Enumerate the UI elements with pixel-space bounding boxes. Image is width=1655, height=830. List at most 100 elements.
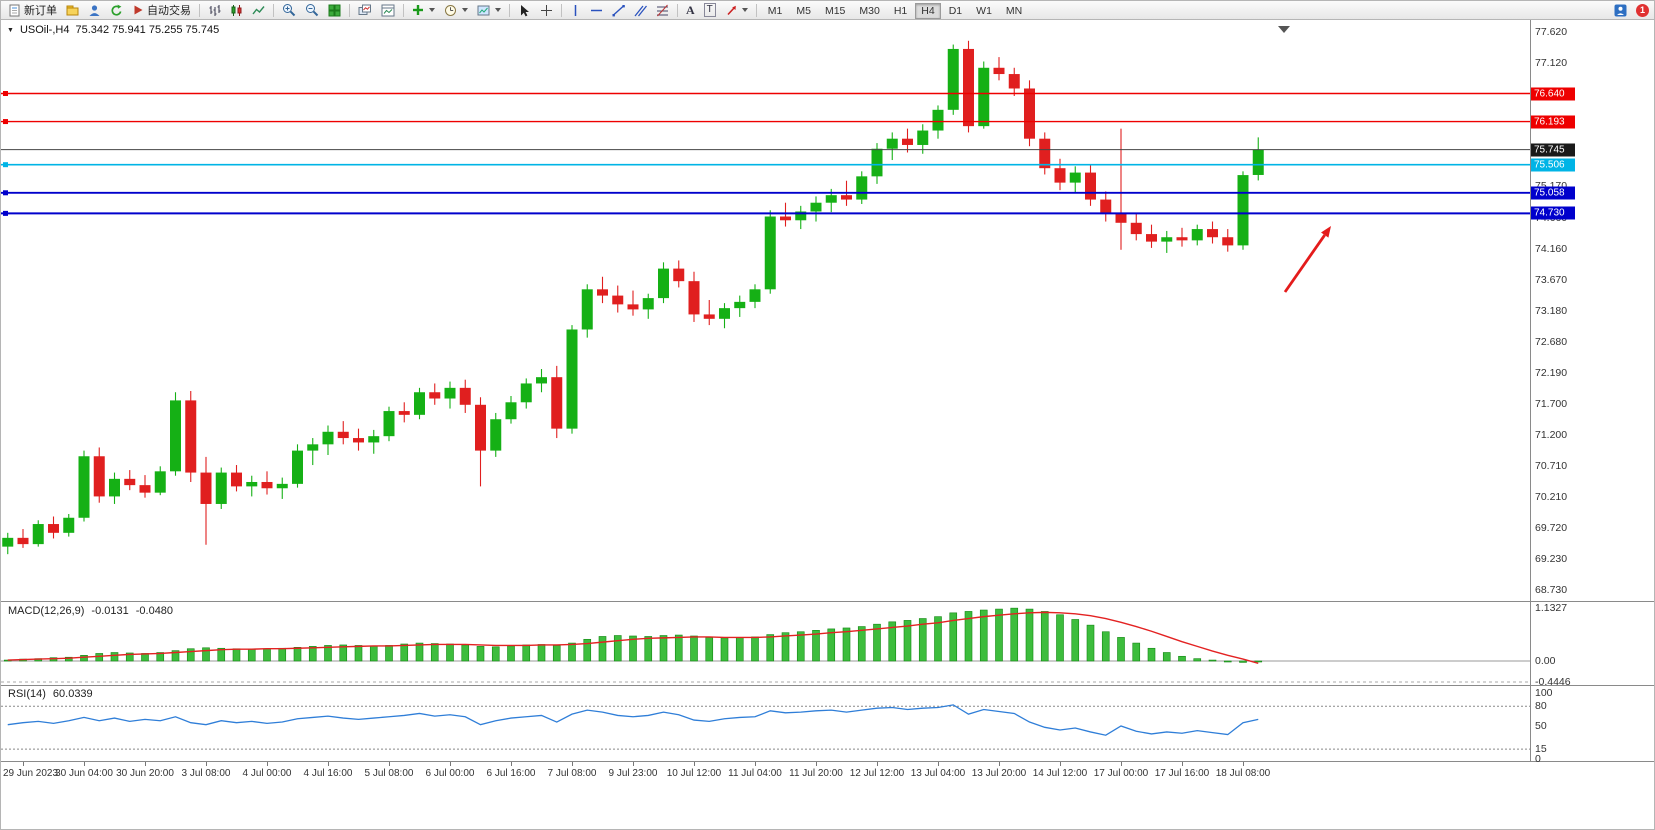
- time-tick: [145, 762, 146, 766]
- horizontal-line-button[interactable]: [586, 2, 607, 19]
- account-avatar-icon: [1614, 4, 1627, 16]
- macd-histogram-bar: [812, 630, 820, 662]
- collapse-arrow-icon[interactable]: ▼: [7, 26, 14, 34]
- fibonacci-icon: [657, 4, 668, 16]
- tile-windows-button[interactable]: [324, 2, 345, 19]
- clock-icon: [445, 4, 456, 16]
- crosshair-button[interactable]: [536, 2, 557, 19]
- candle-body: [597, 289, 608, 296]
- arrows-tool-button[interactable]: [721, 2, 752, 19]
- time-axis[interactable]: 29 Jun 2023 30 Jun 04:00 30 Jun 20:00 3 Jul…: [1, 761, 1654, 783]
- price-tick: 71.200: [1535, 428, 1568, 441]
- time-tick: [633, 762, 634, 766]
- candle-body: [856, 176, 868, 200]
- rsi-panel[interactable]: [1, 685, 1530, 761]
- timeframe-mn-button[interactable]: MN: [1005, 5, 1023, 17]
- mql5-account-button[interactable]: [1610, 2, 1631, 19]
- arrow-annotation[interactable]: [1283, 234, 1326, 293]
- toolbar-separator: [561, 3, 562, 17]
- templates-button[interactable]: [473, 2, 505, 19]
- fibonacci-button[interactable]: [652, 2, 673, 19]
- macd-histogram-bar: [217, 647, 226, 662]
- add-indicator-button[interactable]: [408, 2, 439, 19]
- line-handle[interactable]: [3, 162, 8, 168]
- time-tick: [694, 762, 695, 766]
- community-button[interactable]: [84, 2, 105, 19]
- timeframe-d1-button[interactable]: D1: [948, 5, 963, 17]
- rsi-axis[interactable]: 100 80 50 15 0: [1530, 685, 1654, 765]
- timeframe-m5-button[interactable]: M5: [796, 5, 811, 17]
- macd-histogram-bar: [644, 636, 653, 662]
- time-tick: [1182, 762, 1183, 766]
- timeframe-h1-button[interactable]: H1: [893, 5, 908, 17]
- channel-button[interactable]: [630, 2, 651, 19]
- add-indicator-icon: [413, 5, 423, 15]
- macd-histogram-bar: [369, 645, 378, 662]
- candle-body: [231, 472, 242, 487]
- line-handle[interactable]: [3, 190, 8, 196]
- candle-body: [368, 436, 380, 443]
- macd-axis-tick: 1.1327: [1535, 601, 1568, 614]
- candlestick-chart[interactable]: [1, 20, 1530, 601]
- candle-body: [642, 298, 654, 310]
- notification-count-badge: 1: [1636, 3, 1649, 17]
- text-tool-button[interactable]: A: [682, 2, 699, 19]
- arrange-windows-button[interactable]: [377, 2, 399, 19]
- macd-panel[interactable]: [1, 601, 1530, 685]
- zoom-out-button[interactable]: [301, 2, 323, 19]
- macd-histogram-bar: [308, 646, 317, 662]
- price-axis[interactable]: 77.62077.12076.14075.17074.66074.16073.6…: [1530, 20, 1654, 601]
- label-tool-button[interactable]: T: [700, 2, 720, 19]
- macd-histogram-bar: [385, 645, 393, 662]
- candle-body: [886, 138, 898, 149]
- candle-body: [139, 485, 151, 493]
- line-handle[interactable]: [3, 119, 8, 125]
- periods-button[interactable]: [440, 2, 472, 19]
- auto-trading-label: 自动交易: [147, 5, 191, 17]
- macd-histogram-bar: [751, 636, 759, 662]
- line-handle[interactable]: [3, 91, 8, 97]
- arrow-annotation-head[interactable]: [1321, 226, 1331, 238]
- macd-main-value: -0.0131: [91, 605, 129, 617]
- chart-shift-marker[interactable]: [1278, 26, 1290, 33]
- zoom-in-button[interactable]: [278, 2, 300, 19]
- price-tick: 68.730: [1535, 583, 1568, 596]
- cascade-windows-button[interactable]: [354, 2, 376, 19]
- timeframe-w1-button[interactable]: W1: [976, 5, 992, 17]
- vertical-line-button[interactable]: [566, 2, 585, 19]
- trendline-button[interactable]: [608, 2, 629, 19]
- candle-body: [185, 400, 197, 473]
- candles: [2, 40, 1264, 555]
- line-chart-type-button[interactable]: [248, 2, 269, 19]
- time-tick: [938, 762, 939, 766]
- candle-body: [1191, 229, 1203, 241]
- refresh-button[interactable]: [106, 2, 127, 19]
- macd-histogram-bar: [568, 642, 576, 662]
- auto-trading-button[interactable]: 自动交易: [128, 2, 195, 19]
- timeframe-h4-button[interactable]: H4: [915, 3, 941, 19]
- candlestick-type-button[interactable]: [226, 2, 247, 19]
- macd-histogram-bar: [354, 645, 363, 662]
- macd-axis[interactable]: 1.1327 0.00 -0.4446: [1530, 601, 1654, 688]
- bar-chart-type-button[interactable]: [204, 2, 225, 19]
- candle-body: [383, 411, 395, 437]
- timeframe-m1-button[interactable]: M1: [767, 5, 783, 17]
- price-tick: 77.120: [1535, 57, 1568, 70]
- candle-body: [78, 456, 90, 518]
- profiles-button[interactable]: [62, 2, 83, 19]
- macd-histogram-bar: [1223, 660, 1232, 663]
- notifications-button[interactable]: 1: [1632, 2, 1653, 19]
- macd-histogram-bar: [232, 648, 241, 662]
- cursor-button[interactable]: [514, 2, 535, 19]
- tile-windows-icon: [328, 4, 341, 16]
- time-tick: [206, 762, 207, 766]
- timeframe-m30-button[interactable]: M30: [859, 5, 880, 17]
- new-order-button[interactable]: 新订单: [4, 2, 61, 19]
- candle-body: [1024, 88, 1035, 139]
- toolbar-separator: [349, 3, 350, 17]
- timeframe-m15-button[interactable]: M15: [824, 5, 846, 17]
- macd-histogram-bar: [979, 609, 988, 662]
- line-handle[interactable]: [3, 210, 8, 216]
- candle-body: [459, 387, 471, 405]
- macd-histogram-bar: [263, 648, 271, 662]
